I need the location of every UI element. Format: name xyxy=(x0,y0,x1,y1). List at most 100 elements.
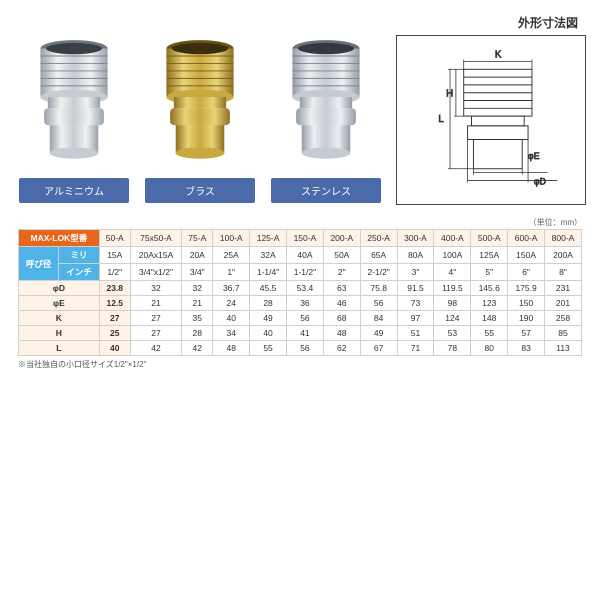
dim-phiE-3: 24 xyxy=(213,296,250,311)
model-10: 500-A xyxy=(471,230,508,247)
model-3: 100-A xyxy=(213,230,250,247)
dim-phie-label: φE xyxy=(528,151,540,161)
model-9: 400-A xyxy=(434,230,471,247)
size-in-3: 1" xyxy=(213,264,250,281)
dim-K-5: 56 xyxy=(287,311,324,326)
dim-L-6: 62 xyxy=(323,341,360,356)
product-brass: ブラス xyxy=(144,28,256,205)
size-in-5: 1-1/2" xyxy=(287,264,324,281)
header-size: 呼び径 xyxy=(19,247,59,281)
dim-L-11: 83 xyxy=(508,341,545,356)
size-in-0: 1/2" xyxy=(99,264,130,281)
size-in-8: 3" xyxy=(397,264,434,281)
size-mm-2: 20A xyxy=(182,247,213,264)
dim-K-11: 190 xyxy=(508,311,545,326)
unit-note: （単位：mm） xyxy=(0,213,600,229)
dim-H-7: 49 xyxy=(360,326,397,341)
dim-K-4: 49 xyxy=(250,311,287,326)
size-in-11: 6" xyxy=(508,264,545,281)
dim-H-9: 53 xyxy=(434,326,471,341)
model-4: 125-A xyxy=(250,230,287,247)
dim-phiE-9: 98 xyxy=(434,296,471,311)
dim-K-12: 258 xyxy=(545,311,582,326)
dim-phiE-12: 201 xyxy=(545,296,582,311)
dim-H-8: 51 xyxy=(397,326,434,341)
dim-phiD-7: 75.8 xyxy=(360,281,397,296)
material-label-steel: ステンレス xyxy=(271,178,381,203)
dim-phiE-1: 21 xyxy=(130,296,182,311)
model-8: 300-A xyxy=(397,230,434,247)
dim-l-label: L xyxy=(438,114,444,125)
dim-K-6: 68 xyxy=(323,311,360,326)
header-in: インチ xyxy=(59,264,99,281)
dim-H-11: 57 xyxy=(508,326,545,341)
dim-H-6: 48 xyxy=(323,326,360,341)
material-label-aluminum: アルミニウム xyxy=(19,178,129,203)
product-aluminum: アルミニウム xyxy=(18,28,130,205)
dim-L-8: 71 xyxy=(397,341,434,356)
dim-phiD-8: 91.5 xyxy=(397,281,434,296)
dim-K-9: 124 xyxy=(434,311,471,326)
fitting-aluminum-image xyxy=(26,28,122,168)
dim-K-8: 97 xyxy=(397,311,434,326)
size-in-7: 2-1/2" xyxy=(360,264,397,281)
dim-H-10: 55 xyxy=(471,326,508,341)
dim-H-12: 85 xyxy=(545,326,582,341)
dim-k-label: K xyxy=(495,50,502,61)
size-mm-0: 15A xyxy=(99,247,130,264)
dim-H-1: 27 xyxy=(130,326,182,341)
dim-phiE-2: 21 xyxy=(182,296,213,311)
dimension-diagram: 外形寸法図 K xyxy=(396,14,586,205)
size-mm-5: 40A xyxy=(287,247,324,264)
model-5: 150-A xyxy=(287,230,324,247)
dim-L-3: 48 xyxy=(213,341,250,356)
size-mm-12: 200A xyxy=(545,247,582,264)
dim-H-5: 41 xyxy=(287,326,324,341)
size-in-6: 2" xyxy=(323,264,360,281)
dim-K-7: 84 xyxy=(360,311,397,326)
dim-L-9: 78 xyxy=(434,341,471,356)
model-0: 50-A xyxy=(99,230,130,247)
dim-phiD-5: 53.4 xyxy=(287,281,324,296)
header-model: MAX-LOK型番 xyxy=(19,230,100,247)
product-steel: ステンレス xyxy=(270,28,382,205)
dim-phiD-10: 145.6 xyxy=(471,281,508,296)
dim-phiE-6: 46 xyxy=(323,296,360,311)
size-mm-11: 150A xyxy=(508,247,545,264)
dim-K-0: 27 xyxy=(99,311,130,326)
size-mm-4: 32A xyxy=(250,247,287,264)
dim-H-4: 40 xyxy=(250,326,287,341)
dim-label-K: K xyxy=(19,311,100,326)
dim-phiE-11: 150 xyxy=(508,296,545,311)
model-2: 75-A xyxy=(182,230,213,247)
size-mm-1: 20Ax15A xyxy=(130,247,182,264)
dim-phiE-4: 28 xyxy=(250,296,287,311)
dim-phiE-8: 73 xyxy=(397,296,434,311)
material-label-brass: ブラス xyxy=(145,178,255,203)
dim-L-4: 55 xyxy=(250,341,287,356)
size-mm-7: 65A xyxy=(360,247,397,264)
dim-phiD-6: 63 xyxy=(323,281,360,296)
size-mm-10: 125A xyxy=(471,247,508,264)
dim-phiD-12: 231 xyxy=(545,281,582,296)
dim-label-H: H xyxy=(19,326,100,341)
model-11: 600-A xyxy=(508,230,545,247)
dim-L-12: 113 xyxy=(545,341,582,356)
size-mm-3: 25A xyxy=(213,247,250,264)
dim-phiD-11: 175.9 xyxy=(508,281,545,296)
size-in-12: 8" xyxy=(545,264,582,281)
size-in-1: 3/4"x1/2" xyxy=(130,264,182,281)
dim-phiE-7: 56 xyxy=(360,296,397,311)
size-in-9: 4" xyxy=(434,264,471,281)
dim-phiD-0: 23.8 xyxy=(99,281,130,296)
dim-L-1: 42 xyxy=(130,341,182,356)
size-in-4: 1-1/4" xyxy=(250,264,287,281)
dim-L-2: 42 xyxy=(182,341,213,356)
dim-L-0: 40 xyxy=(99,341,130,356)
model-6: 200-A xyxy=(323,230,360,247)
dim-phiD-2: 32 xyxy=(182,281,213,296)
size-in-10: 5" xyxy=(471,264,508,281)
dim-H-0: 25 xyxy=(99,326,130,341)
dim-L-10: 80 xyxy=(471,341,508,356)
model-7: 250-A xyxy=(360,230,397,247)
